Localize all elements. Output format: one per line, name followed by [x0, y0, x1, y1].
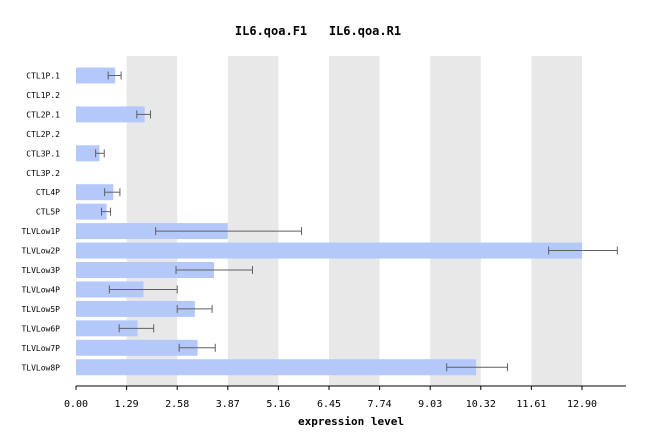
chart-title: IL6.qoa.F1 IL6.qoa.R1: [235, 24, 401, 38]
bar: [76, 145, 100, 162]
category-label: CTL1P.2: [26, 91, 60, 100]
error-bar-group: [95, 71, 618, 372]
x-tick-label: 0.00: [64, 399, 88, 410]
category-label: CTL1P.1: [26, 72, 60, 81]
grid-band: [430, 56, 481, 386]
category-label: CTL5P: [36, 208, 60, 217]
category-label: TLVLow8P: [21, 363, 60, 372]
x-tick-label: 7.74: [368, 399, 392, 410]
category-label: TLVLow1P: [21, 227, 60, 236]
category-label: TLVLow4P: [21, 285, 60, 294]
category-label: TLVLow3P: [21, 266, 60, 275]
x-axis: 0.00 1.29 2.58 3.87 5.16 6.45 7.74 9.03 10.32 11.…: [64, 385, 626, 410]
grid-bands: [126, 56, 582, 386]
bar: [76, 320, 138, 337]
bar: [76, 262, 215, 278]
category-label: CTL3P.1: [26, 149, 60, 158]
bar: [76, 300, 195, 317]
x-tick-label: 5.16: [266, 399, 290, 410]
x-tick-label: 2.58: [165, 399, 189, 410]
category-label: TLVLow5P: [21, 305, 60, 314]
grid-band: [126, 56, 178, 386]
x-tick-label: 12.90: [567, 399, 597, 410]
category-label: CTL4P: [36, 188, 60, 197]
x-tick-label: 10.32: [466, 399, 496, 410]
grid-band: [531, 56, 582, 386]
bar: [76, 223, 228, 240]
bar: [76, 106, 145, 123]
x-axis-title: expression level: [298, 415, 404, 428]
category-label: CTL3P.2: [26, 169, 60, 178]
x-tick-label: 9.03: [418, 399, 442, 410]
x-tick-label: 3.87: [216, 399, 240, 410]
bar: [76, 359, 477, 376]
bar: [76, 242, 582, 259]
category-label: TLVLow2P: [21, 247, 60, 256]
grid-band: [227, 56, 279, 386]
bar: [76, 67, 116, 84]
category-label: TLVLow6P: [21, 324, 60, 333]
x-tick-label: 6.45: [317, 399, 341, 410]
x-tick-label: 11.61: [516, 399, 546, 410]
x-tick-label: 1.29: [115, 399, 139, 410]
bar: [76, 184, 114, 201]
bar: [76, 203, 107, 220]
bar: [76, 339, 198, 356]
category-label: CTL2P.2: [26, 130, 60, 139]
category-labels: CTL1P.1 CTL1P.2 CTL2P.1 CTL2P.2 CTL3P.1 CTL3P…: [21, 72, 60, 373]
grid-band: [329, 56, 380, 386]
category-label: CTL2P.1: [26, 110, 60, 119]
category-label: TLVLow7P: [21, 344, 60, 353]
